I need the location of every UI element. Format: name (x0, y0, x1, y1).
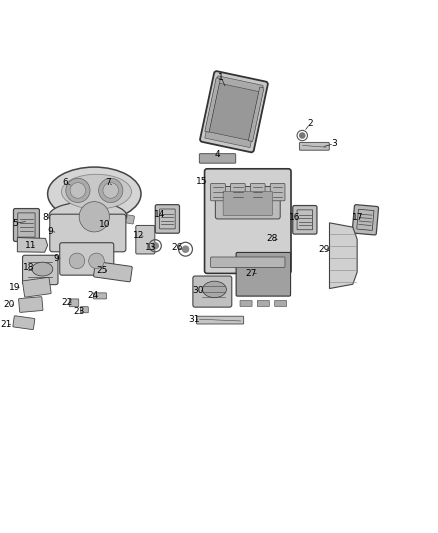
FancyBboxPatch shape (58, 211, 83, 225)
Text: 4: 4 (215, 150, 220, 159)
FancyBboxPatch shape (240, 301, 252, 306)
Text: 6: 6 (63, 177, 68, 187)
FancyBboxPatch shape (293, 206, 317, 234)
FancyBboxPatch shape (193, 276, 232, 307)
Text: 18: 18 (23, 263, 35, 272)
Text: 11: 11 (25, 241, 36, 250)
FancyBboxPatch shape (200, 71, 268, 152)
FancyBboxPatch shape (94, 262, 132, 282)
Text: 5: 5 (12, 219, 18, 228)
Circle shape (69, 253, 85, 269)
Circle shape (152, 243, 158, 249)
Ellipse shape (203, 281, 226, 297)
Text: 1: 1 (218, 72, 224, 82)
Text: 30: 30 (193, 286, 204, 295)
FancyBboxPatch shape (93, 293, 106, 299)
FancyBboxPatch shape (22, 277, 51, 297)
Text: 9: 9 (48, 227, 53, 236)
Text: 13: 13 (145, 244, 157, 253)
Ellipse shape (49, 202, 127, 230)
FancyBboxPatch shape (81, 306, 88, 313)
FancyBboxPatch shape (69, 299, 79, 306)
FancyBboxPatch shape (205, 131, 251, 148)
FancyBboxPatch shape (205, 169, 291, 273)
Text: 24: 24 (88, 292, 99, 301)
FancyBboxPatch shape (300, 142, 329, 150)
Circle shape (300, 133, 305, 138)
Text: 15: 15 (196, 177, 208, 186)
Text: 20: 20 (4, 300, 15, 309)
Text: 22: 22 (61, 298, 73, 308)
FancyBboxPatch shape (275, 301, 287, 306)
Circle shape (66, 179, 90, 203)
FancyBboxPatch shape (22, 255, 58, 285)
Text: 29: 29 (318, 245, 329, 254)
Text: 27: 27 (246, 269, 257, 278)
FancyBboxPatch shape (60, 243, 114, 275)
FancyBboxPatch shape (215, 187, 280, 219)
FancyBboxPatch shape (208, 78, 260, 141)
Circle shape (182, 246, 189, 252)
FancyBboxPatch shape (270, 183, 285, 201)
Text: 16: 16 (289, 213, 300, 222)
Text: 19: 19 (10, 282, 21, 292)
FancyBboxPatch shape (230, 183, 245, 201)
Text: 21: 21 (0, 320, 11, 329)
FancyBboxPatch shape (136, 225, 155, 254)
Ellipse shape (48, 167, 141, 221)
Text: 2: 2 (307, 119, 313, 128)
Polygon shape (329, 223, 357, 288)
FancyBboxPatch shape (205, 78, 220, 132)
Text: 28: 28 (267, 234, 278, 243)
Circle shape (70, 183, 86, 198)
FancyBboxPatch shape (108, 212, 134, 224)
Text: 9: 9 (54, 254, 60, 263)
Circle shape (88, 253, 104, 269)
FancyBboxPatch shape (216, 76, 263, 92)
Text: 7: 7 (105, 177, 111, 187)
FancyBboxPatch shape (199, 154, 236, 163)
Text: 12: 12 (133, 231, 144, 240)
FancyBboxPatch shape (211, 183, 225, 201)
FancyBboxPatch shape (257, 301, 269, 306)
FancyBboxPatch shape (69, 228, 88, 241)
FancyBboxPatch shape (14, 208, 39, 241)
Circle shape (99, 179, 123, 203)
Text: 8: 8 (42, 213, 48, 222)
Ellipse shape (32, 262, 53, 276)
Text: 10: 10 (99, 221, 111, 230)
FancyBboxPatch shape (236, 253, 290, 296)
FancyBboxPatch shape (18, 297, 43, 312)
FancyBboxPatch shape (251, 183, 265, 201)
FancyBboxPatch shape (197, 316, 244, 324)
Text: 14: 14 (154, 210, 165, 219)
FancyBboxPatch shape (13, 316, 35, 329)
Polygon shape (18, 238, 48, 252)
Text: 17: 17 (352, 213, 364, 222)
Text: 25: 25 (97, 266, 108, 276)
Ellipse shape (61, 174, 131, 209)
FancyBboxPatch shape (50, 214, 126, 252)
FancyBboxPatch shape (248, 87, 264, 141)
Text: 23: 23 (74, 306, 85, 316)
Text: 26: 26 (171, 244, 183, 253)
FancyBboxPatch shape (352, 205, 378, 235)
Text: 3: 3 (332, 139, 337, 148)
Text: 31: 31 (188, 315, 200, 324)
Circle shape (79, 201, 110, 232)
FancyBboxPatch shape (211, 257, 285, 268)
FancyBboxPatch shape (155, 205, 180, 233)
FancyBboxPatch shape (223, 191, 272, 215)
Circle shape (103, 183, 119, 198)
